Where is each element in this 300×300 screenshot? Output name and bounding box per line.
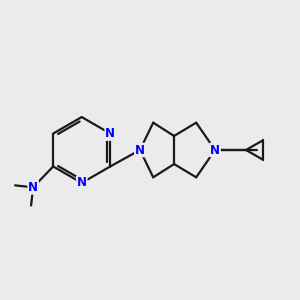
Text: N: N — [210, 143, 220, 157]
Text: N: N — [105, 127, 115, 140]
Text: N: N — [28, 181, 38, 194]
Text: N: N — [77, 176, 87, 189]
Text: N: N — [135, 143, 145, 157]
